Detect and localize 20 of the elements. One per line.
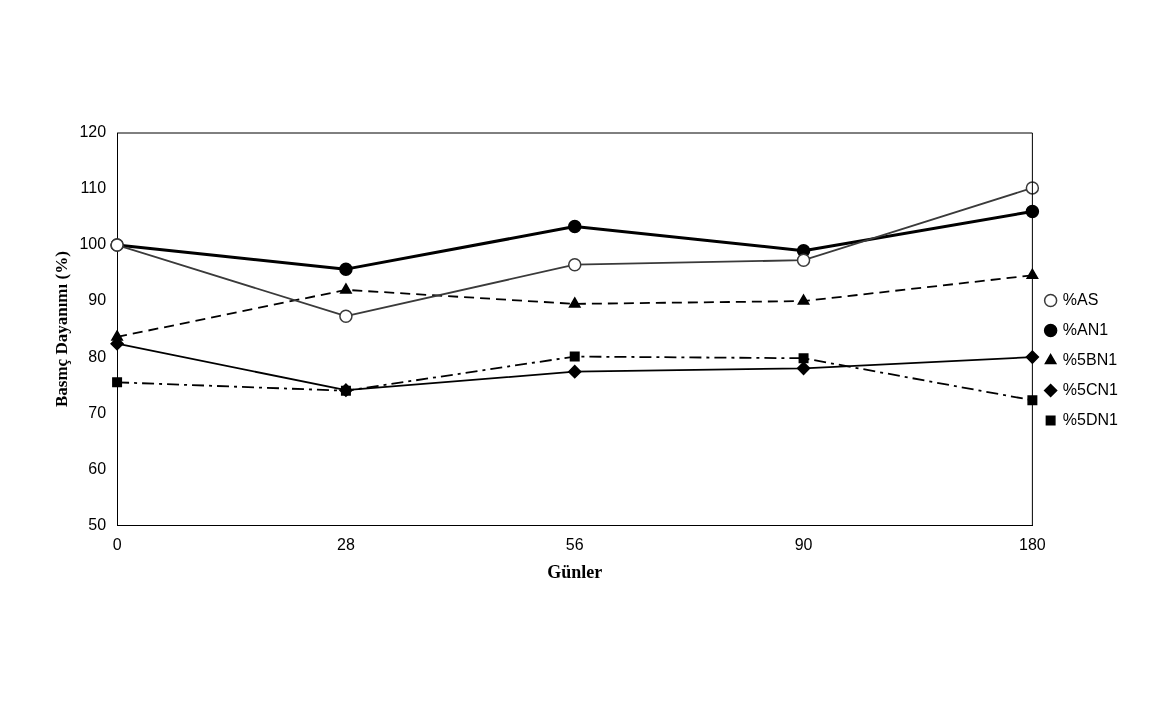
legend-label: %AN1 — [1062, 320, 1109, 338]
y-tick-label: 100 — [79, 235, 107, 253]
legend-label: %5BN1 — [1062, 350, 1118, 368]
y-axis-title: Basmç Dayanımı (%) — [51, 251, 71, 408]
y-tick-label: 60 — [88, 459, 107, 477]
x-axis-title: Günler — [547, 561, 603, 582]
y-tick-label: 80 — [88, 347, 107, 365]
x-tick-label: 56 — [565, 536, 584, 554]
legend-label: %5CN1 — [1062, 380, 1119, 398]
x-tick-label: 0 — [112, 536, 122, 554]
x-tick-label: 90 — [794, 536, 813, 554]
y-tick-label: 120 — [79, 123, 107, 141]
legend-label: %5DN1 — [1062, 410, 1119, 428]
y-tick-label: 70 — [88, 403, 107, 421]
x-tick-label: 180 — [1019, 536, 1046, 554]
legend-label: %AS — [1062, 290, 1099, 308]
y-tick-label: 90 — [88, 291, 107, 309]
y-tick-label: 50 — [88, 515, 107, 533]
x-tick-label: 28 — [337, 536, 355, 554]
y-tick-label: 110 — [80, 179, 107, 197]
